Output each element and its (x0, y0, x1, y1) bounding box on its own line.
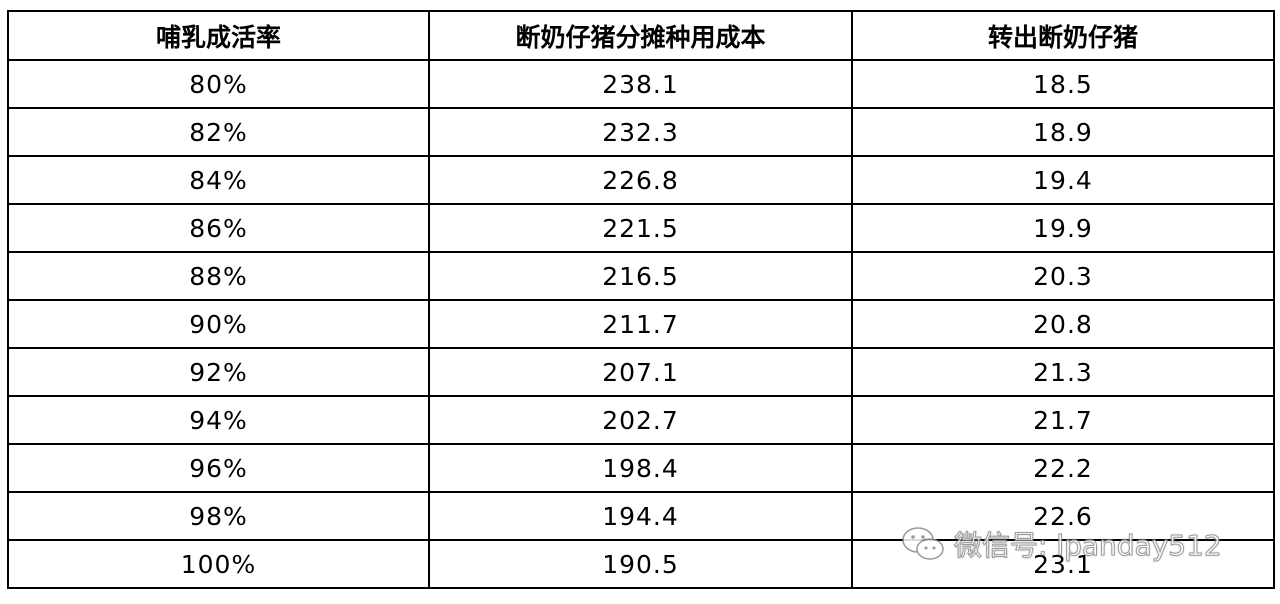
table-row: 98% 194.4 22.6 (7, 491, 1275, 541)
data-table: 哺乳成活率 断奶仔猪分摊种用成本 转出断奶仔猪 80% 238.1 18.5 82% 232… (7, 10, 1275, 589)
table-cell: 221.5 (428, 203, 853, 253)
header-row: 哺乳成活率 断奶仔猪分摊种用成本 转出断奶仔猪 (7, 10, 1275, 61)
table-cell: 82% (7, 107, 430, 157)
table-row: 86% 221.5 19.9 (7, 203, 1275, 253)
header-cell: 哺乳成活率 (7, 10, 430, 61)
table-cell: 18.5 (851, 59, 1275, 109)
table-cell: 211.7 (428, 299, 853, 349)
table-cell: 19.4 (851, 155, 1275, 205)
table-cell: 98% (7, 491, 430, 541)
table-row: 90% 211.7 20.8 (7, 299, 1275, 349)
table-cell: 100% (7, 539, 430, 589)
table-cell: 238.1 (428, 59, 853, 109)
header-cell: 转出断奶仔猪 (851, 10, 1275, 61)
table-row: 96% 198.4 22.2 (7, 443, 1275, 493)
table-cell: 21.3 (851, 347, 1275, 397)
table-cell: 88% (7, 251, 430, 301)
table-row: 84% 226.8 19.4 (7, 155, 1275, 205)
table-row: 94% 202.7 21.7 (7, 395, 1275, 445)
table-cell: 80% (7, 59, 430, 109)
table-cell: 18.9 (851, 107, 1275, 157)
table-cell: 86% (7, 203, 430, 253)
table-cell: 190.5 (428, 539, 853, 589)
wechat-icon (902, 527, 944, 560)
table-cell: 216.5 (428, 251, 853, 301)
watermark: 微信号: lpanday512 (900, 524, 1222, 564)
table-cell: 202.7 (428, 395, 853, 445)
table-row: 82% 232.3 18.9 (7, 107, 1275, 157)
table-cell: 19.9 (851, 203, 1275, 253)
table-cell: 20.8 (851, 299, 1275, 349)
table-cell: 20.3 (851, 251, 1275, 301)
table-cell: 207.1 (428, 347, 853, 397)
table-row: 92% 207.1 21.3 (7, 347, 1275, 397)
table-cell: 198.4 (428, 443, 853, 493)
table-row: 100% 190.5 23.1 (7, 539, 1275, 589)
table-cell: 232.3 (428, 107, 853, 157)
table-cell: 21.7 (851, 395, 1275, 445)
table-cell: 96% (7, 443, 430, 493)
table-body: 80% 238.1 18.5 82% 232.3 18.9 84% 226.8 19.4 86% 2… (7, 59, 1275, 589)
table-cell: 90% (7, 299, 430, 349)
table-cell: 226.8 (428, 155, 853, 205)
table-cell: 194.4 (428, 491, 853, 541)
table-cell: 92% (7, 347, 430, 397)
table-cell: 94% (7, 395, 430, 445)
table-cell: 84% (7, 155, 430, 205)
table-cell: 22.2 (851, 443, 1275, 493)
table-row: 80% 238.1 18.5 (7, 59, 1275, 109)
header-cell: 断奶仔猪分摊种用成本 (428, 10, 853, 61)
watermark-text: 微信号: lpanday512 (954, 529, 1223, 563)
table-row: 88% 216.5 20.3 (7, 251, 1275, 301)
